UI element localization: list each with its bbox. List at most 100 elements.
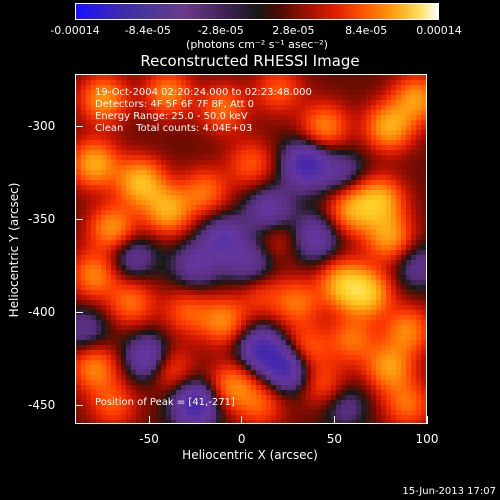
heatmap-cell — [211, 130, 217, 136]
heatmap-cell — [211, 180, 217, 186]
heatmap-cell — [161, 300, 167, 306]
heatmap-cell — [91, 105, 97, 111]
heatmap-cell — [316, 125, 322, 131]
heatmap-cell — [96, 295, 102, 301]
heatmap-cell — [316, 115, 322, 121]
heatmap-cell — [101, 180, 107, 186]
heatmap-cell — [401, 90, 407, 96]
heatmap-cell — [86, 125, 92, 131]
heatmap-cell — [101, 175, 107, 181]
heatmap-cell — [286, 310, 292, 316]
heatmap-cell — [226, 290, 232, 296]
heatmap-cell — [236, 230, 242, 236]
heatmap-cell — [101, 85, 107, 91]
heatmap-cell — [266, 225, 272, 231]
heatmap-cell — [141, 250, 147, 256]
heatmap-cell — [281, 220, 287, 226]
heatmap-cell — [251, 310, 257, 316]
heatmap-cell — [191, 350, 197, 356]
heatmap-cell — [196, 380, 202, 386]
heatmap-cell — [236, 245, 242, 251]
heatmap-cell — [226, 315, 232, 321]
heatmap-cell — [316, 395, 322, 401]
heatmap-cell — [416, 300, 422, 306]
heatmap-cell — [261, 90, 267, 96]
heatmap-cell — [366, 90, 372, 96]
heatmap-cell — [221, 125, 227, 131]
heatmap-cell — [246, 280, 252, 286]
heatmap-cell — [291, 285, 297, 291]
heatmap-cell — [281, 140, 287, 146]
heatmap-cell — [266, 215, 272, 221]
heatmap-cell — [96, 315, 102, 321]
heatmap-cell — [396, 245, 402, 251]
heatmap-cell — [346, 80, 352, 86]
heatmap-cell — [306, 75, 312, 81]
heatmap-cell — [321, 145, 327, 151]
heatmap-cell — [151, 290, 157, 296]
heatmap-cell — [351, 235, 357, 241]
heatmap-cell — [381, 345, 387, 351]
heatmap-cell — [186, 125, 192, 131]
heatmap-cell — [331, 315, 337, 321]
heatmap-cell — [371, 410, 377, 416]
heatmap-cell — [366, 150, 372, 156]
heatmap-cell — [351, 320, 357, 326]
heatmap-cell — [131, 170, 137, 176]
heatmap-cell — [346, 145, 352, 151]
heatmap-cell — [216, 375, 222, 381]
heatmap-cell — [206, 135, 212, 141]
heatmap-cell — [166, 180, 172, 186]
heatmap-cell — [201, 210, 207, 216]
heatmap-cell — [266, 200, 272, 206]
heatmap-cell — [201, 185, 207, 191]
heatmap-cell — [331, 355, 337, 361]
heatmap-cell — [96, 210, 102, 216]
heatmap-cell — [176, 140, 182, 146]
heatmap-cell — [376, 180, 382, 186]
heatmap-cell — [141, 405, 147, 411]
heatmap-cell — [411, 415, 417, 421]
heatmap-cell — [316, 330, 322, 336]
colorbar — [75, 3, 439, 20]
heatmap-cell — [116, 375, 122, 381]
heatmap-cell — [401, 220, 407, 226]
heatmap-cell — [386, 135, 392, 141]
heatmap-cell — [336, 325, 342, 331]
heatmap-cell — [136, 220, 142, 226]
heatmap-cell — [341, 100, 347, 106]
heatmap-cell — [101, 305, 107, 311]
heatmap-cell — [371, 330, 377, 336]
heatmap-cell — [361, 85, 367, 91]
heatmap-cell — [266, 235, 272, 241]
heatmap-cell — [146, 245, 152, 251]
heatmap-cell — [291, 125, 297, 131]
heatmap-cell — [406, 185, 412, 191]
heatmap-cell — [356, 135, 362, 141]
heatmap-cell — [166, 415, 172, 421]
heatmap-cell — [266, 75, 272, 81]
heatmap-cell — [231, 165, 237, 171]
heatmap-cell — [121, 415, 127, 421]
heatmap-cell — [316, 210, 322, 216]
detectors-label: Detectors: 4F 5F 6F 7F 8F, Att 0 — [95, 99, 255, 110]
heatmap-cell — [196, 305, 202, 311]
heatmap-cell — [331, 200, 337, 206]
heatmap-cell — [421, 385, 426, 391]
heatmap-cell — [146, 125, 152, 131]
heatmap-cell — [376, 265, 382, 271]
heatmap-cell — [221, 255, 227, 261]
heatmap-cell — [161, 260, 167, 266]
heatmap-cell — [241, 240, 247, 246]
heatmap-cell — [286, 380, 292, 386]
heatmap-cell — [286, 100, 292, 106]
heatmap-cell — [101, 295, 107, 301]
heatmap-cell — [401, 250, 407, 256]
heatmap-cell — [216, 160, 222, 166]
heatmap-cell — [386, 420, 392, 423]
heatmap-cell — [216, 220, 222, 226]
heatmap-cell — [366, 275, 372, 281]
heatmap-cell — [196, 75, 202, 81]
heatmap-cell — [361, 295, 367, 301]
heatmap-cell — [266, 110, 272, 116]
